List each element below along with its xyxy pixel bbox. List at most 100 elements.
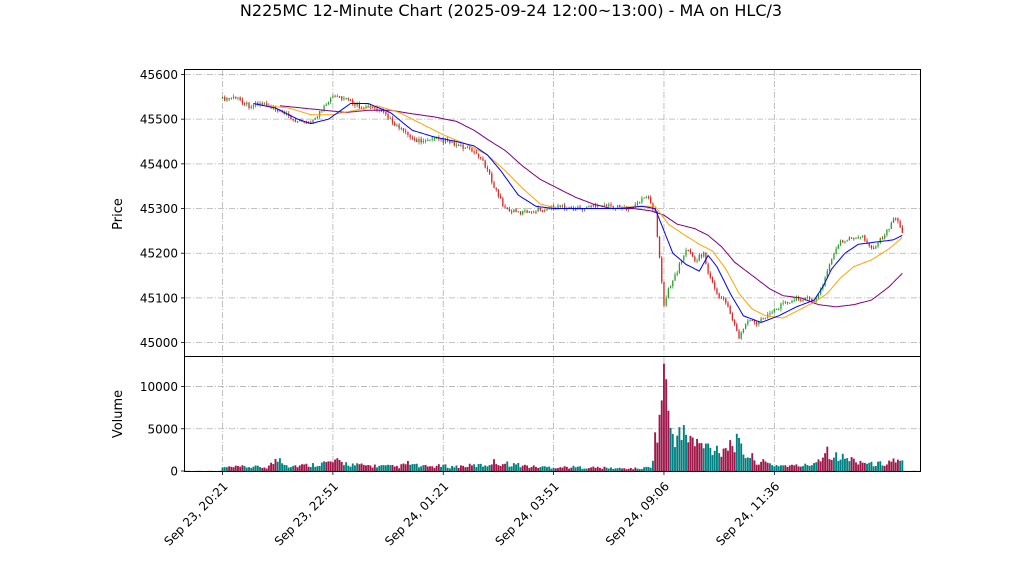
candle-body [431,138,433,140]
volume-bar [806,465,809,471]
candle-body [429,139,431,141]
volume-bar [722,448,725,471]
volume-bar [718,453,721,471]
candle-body [535,211,537,213]
volume-bar [583,468,586,471]
volume-bar [305,463,308,471]
candle-body [718,293,720,298]
candle-body [634,204,636,207]
volume-bar [431,466,434,471]
volume-bar [351,463,354,471]
volume-bar [243,466,246,471]
candle-body [658,236,661,258]
candle-body [243,103,246,105]
volume-bar [369,465,372,471]
candle-body [400,128,402,130]
volume-plot-frame [184,356,921,472]
candle-body [769,313,771,315]
volume-tick-label: 5000 [147,422,178,436]
volume-bar [287,467,290,471]
volume-bar [356,463,359,471]
candle-body [303,121,305,123]
volume-bar [766,462,769,471]
volume-bar [239,466,242,471]
candle-body [725,298,727,303]
candle-body [575,208,577,211]
candle-body [868,243,870,246]
volume-bar [462,465,465,471]
volume-bar [850,457,853,471]
candle-body [561,205,564,207]
volume-bar [290,467,292,471]
candle-body [433,138,436,140]
volume-bar [440,466,442,471]
volume-bar [815,462,818,471]
candle-body [402,128,405,131]
candle-body [698,254,700,261]
volume-bar [477,464,480,471]
candle-body [283,112,285,115]
candle-body [793,300,795,302]
candle-body [672,280,674,287]
volume-bar [610,467,612,471]
candle-body [669,286,672,289]
candle-body [382,110,385,113]
volume-bar [771,465,774,471]
volume-bar [665,379,668,471]
candle-body [522,210,524,215]
volume-bar [539,467,542,471]
candle-body [460,144,462,146]
volume-bar [459,465,462,471]
candle-body [603,205,606,207]
candle-body [559,205,561,207]
volume-bar [861,462,864,471]
volume-bar [643,467,646,471]
volume-bar [312,463,314,471]
candle-body [499,195,502,199]
candle-body [861,235,864,237]
candle-body [875,246,877,249]
candle-body [263,103,266,105]
volume-bar [612,468,615,471]
candle-body [252,105,255,107]
candle-body [440,138,442,140]
volume-bar [298,465,301,471]
candle-body [530,211,533,213]
volume-bar [693,446,696,471]
volume-bar [499,466,502,471]
price-panel: 45000 45100 45200 45300 45400 45500 45600 Pric… [111,68,921,357]
candle-body [597,205,599,207]
candle-body [842,240,844,242]
volume-bar [634,467,637,471]
volume-bar [535,466,537,471]
candle-body [581,208,583,210]
volume-bar [572,465,575,471]
candle-body [343,98,345,100]
volume-bar [354,465,356,471]
candle-body [828,264,831,272]
volume-bar [230,466,233,471]
volume-bar [442,464,445,471]
volume-bar [490,464,493,471]
candle-body [848,237,851,241]
volume-bar [362,464,365,471]
volume-y-axis-label: Volume [111,390,126,438]
volume-bar [437,464,440,471]
candle-body [685,250,687,256]
candle-body [641,198,643,203]
candle-body [729,306,731,314]
volume-bar [552,467,555,471]
candle-body [455,144,458,146]
volume-bar [557,468,559,471]
candle-body [497,189,500,196]
candle-body [884,235,886,239]
volume-bar [788,465,791,471]
candle-body [709,273,711,278]
volume-bar [338,459,341,471]
volume-bar [746,457,749,471]
candle-body [475,152,478,154]
volume-bar [645,466,648,471]
volume-bar [704,443,707,471]
volume-bar [541,466,544,471]
volume-bar [674,447,676,471]
